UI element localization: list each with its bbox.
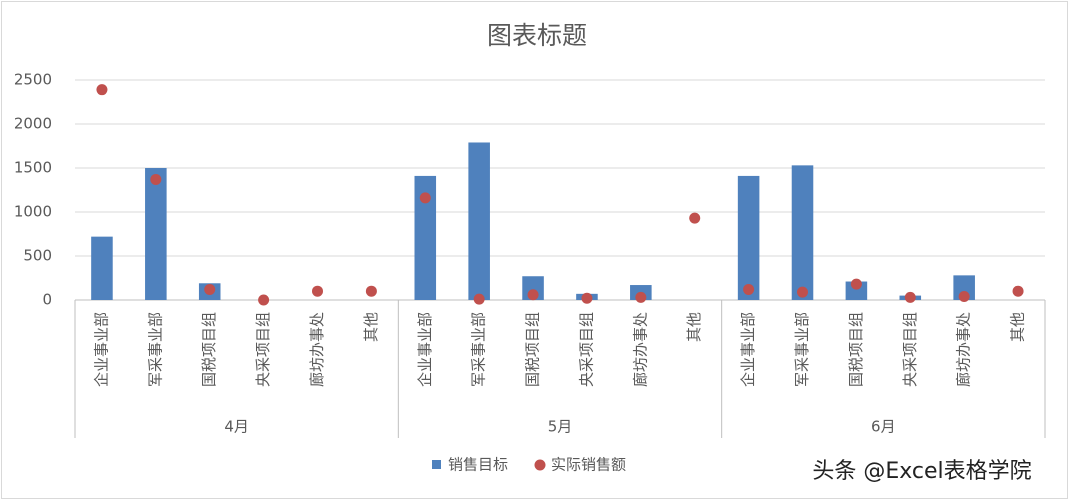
group-label: 4月	[224, 418, 249, 436]
y-tick-label: 2000	[14, 115, 52, 133]
x-tick-label: 央采项目组	[254, 312, 272, 387]
bar	[145, 168, 167, 300]
x-tick-label: 其他	[685, 312, 703, 342]
bar	[737, 175, 760, 300]
dot	[581, 292, 593, 304]
y-tick-label: 1000	[14, 203, 52, 221]
watermark: 头条 @Excel表格学院	[812, 459, 1031, 484]
dot	[527, 289, 539, 301]
x-tick-label: 廊坊办事处	[308, 312, 326, 387]
bar	[91, 236, 113, 300]
x-tick-label: 企业事业部	[739, 312, 757, 387]
dot	[850, 278, 862, 290]
x-tick-label: 军采事业部	[470, 312, 488, 387]
x-tick-label: 企业事业部	[416, 312, 434, 387]
legend-label: 销售目标	[448, 456, 508, 474]
dot	[797, 286, 808, 298]
dot	[96, 84, 108, 96]
y-tick-label: 1500	[14, 159, 52, 177]
y-tick-label: 2500	[14, 71, 52, 89]
x-tick-label: 央采项目组	[577, 312, 595, 387]
dot	[635, 291, 647, 303]
x-tick-label: 军采事业部	[146, 312, 164, 387]
x-tick-label: 企业事业部	[92, 312, 110, 387]
x-tick-label: 央采项目组	[901, 312, 919, 387]
x-tick-label: 廊坊办事处	[631, 312, 649, 387]
bar	[845, 281, 868, 300]
legend-swatch	[432, 460, 441, 469]
dot	[258, 294, 270, 306]
dot	[473, 293, 485, 305]
dot	[958, 290, 970, 302]
x-tick-label: 廊坊办事处	[955, 312, 973, 387]
legend-swatch	[534, 459, 546, 471]
dot	[365, 285, 377, 297]
dot	[689, 212, 701, 224]
dot	[419, 192, 431, 204]
x-tick-label: 国税项目组	[524, 312, 542, 387]
bar	[791, 165, 814, 300]
group-label: 6月	[871, 418, 896, 436]
chart-title: 图表标题	[487, 21, 587, 50]
dot	[1012, 285, 1024, 297]
x-tick-label: 国税项目组	[200, 312, 218, 387]
bar	[953, 275, 975, 300]
dot	[743, 283, 755, 295]
x-tick-label: 其他	[362, 312, 380, 342]
x-tick-label: 国税项目组	[847, 312, 865, 387]
dot	[312, 285, 323, 297]
y-tick-label: 0	[42, 291, 52, 309]
bar	[468, 142, 490, 300]
y-tick-label: 500	[23, 247, 52, 265]
dot	[204, 283, 216, 295]
x-tick-label: 军采事业部	[793, 312, 811, 387]
x-tick-label: 其他	[1009, 312, 1027, 342]
legend-label: 实际销售额	[551, 456, 626, 474]
dot	[904, 291, 916, 303]
dot	[150, 173, 162, 185]
bar	[414, 175, 437, 300]
group-label: 5月	[548, 418, 573, 436]
